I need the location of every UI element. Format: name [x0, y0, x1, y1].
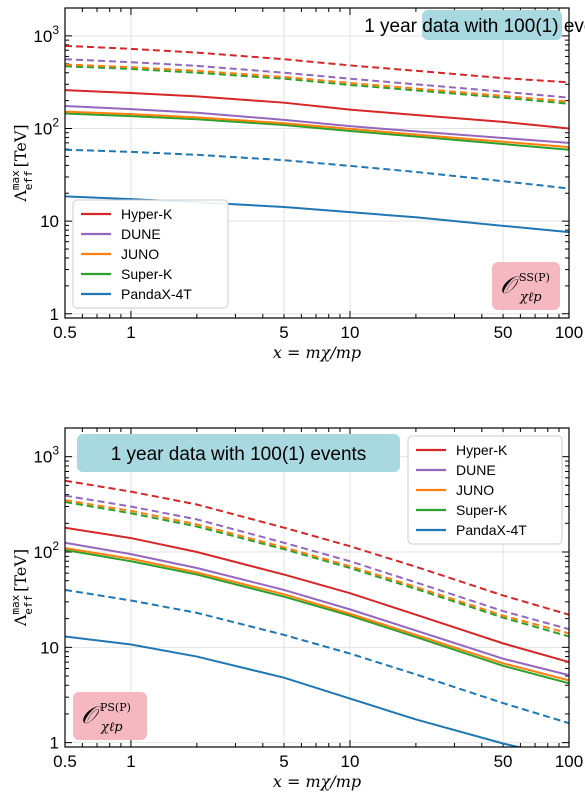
x-tick-label: 5	[279, 323, 288, 342]
x-axis-label: x = mχ/mp	[273, 343, 361, 362]
y-tick-label: 102	[33, 539, 59, 562]
series-line-juno-solid	[65, 110, 569, 149]
legend-label-hyper-k: Hyper-K	[456, 442, 508, 458]
operator-badge	[492, 262, 560, 310]
x-axis-label: x = mχ/mp	[273, 772, 361, 791]
x-tick-label: 1	[126, 752, 135, 771]
legend-label-juno: JUNO	[121, 246, 159, 262]
series-line-hyper-k-solid	[65, 89, 569, 130]
series-line-juno-dashed	[65, 63, 569, 103]
series-line-super-k-solid	[65, 549, 569, 685]
legend-label-pandax-4t: PandaX-4T	[121, 286, 192, 302]
x-tick-label: 5	[279, 752, 288, 771]
y-tick-label: 102	[33, 116, 59, 139]
legend: Hyper-K DUNE JUNO Super-K PandaX-4T	[72, 199, 229, 309]
legend-label-dune: DUNE	[456, 462, 496, 478]
legend-box	[407, 435, 563, 545]
series-line-super-k-dashed	[65, 65, 569, 105]
legend-label-pandax-4t: PandaX-4T	[456, 522, 527, 538]
series-lines	[65, 44, 569, 234]
series-line-hyper-k-solid	[65, 526, 569, 664]
y-tick-label: 10	[40, 638, 59, 657]
series-line-super-k-solid	[65, 112, 569, 151]
series-line-hyper-k-dashed	[65, 44, 569, 84]
x-tick-label: 0.5	[53, 323, 77, 342]
legend: Hyper-K DUNE JUNO Super-K PandaX-4T	[407, 435, 563, 545]
series-line-dune-dashed	[65, 494, 569, 631]
legend-label-dune: DUNE	[121, 226, 161, 242]
banner-box	[77, 434, 400, 472]
x-tick-label: 50	[494, 752, 513, 771]
x-tick-label: 100	[555, 752, 583, 771]
legend-label-super-k: Super-K	[456, 502, 508, 518]
x-tick-label: 10	[341, 323, 360, 342]
series-line-pandax-4t-dashed	[65, 148, 569, 190]
legend-box	[72, 199, 229, 309]
y-tick-label: 1	[50, 734, 59, 753]
x-tick-label: 50	[494, 323, 513, 342]
banner-text: 1 year data with 100(1) events	[111, 444, 367, 465]
x-tick-label: 10	[341, 752, 360, 771]
plot-frame	[64, 427, 570, 748]
series-line-hyper-k-dashed	[65, 479, 569, 616]
y-axis-label: Λmaxeff[TeV]	[9, 549, 35, 627]
series-line-dune-solid	[65, 541, 569, 677]
legend-label-juno: JUNO	[456, 482, 494, 498]
plot-frame	[64, 7, 570, 319]
x-tick-label: 0.5	[53, 752, 77, 771]
series-lines	[65, 479, 569, 747]
series-line-super-k-dashed	[65, 500, 569, 638]
legend-label-super-k: Super-K	[121, 266, 173, 282]
series-line-dune-solid	[65, 105, 569, 144]
operator-superscript: SS(P)	[519, 271, 550, 284]
y-tick-label: 103	[33, 444, 59, 467]
series-line-dune-dashed	[65, 58, 569, 99]
operator-subscript: χℓp	[519, 290, 542, 305]
operator-subscript: χℓp	[100, 720, 123, 735]
y-axis-label: Λmaxeff[TeV]	[9, 124, 35, 202]
y-tick-label: 10	[40, 212, 59, 231]
operator-superscript: PS(P)	[100, 701, 131, 714]
x-tick-label: 100	[555, 323, 583, 342]
x-tick-label: 1	[126, 323, 135, 342]
operator-badge	[73, 692, 147, 740]
banner-box	[422, 10, 562, 40]
y-tick-label: 103	[33, 23, 59, 46]
series-line-juno-dashed	[65, 499, 569, 635]
series-line-juno-solid	[65, 547, 569, 682]
ticks	[65, 428, 569, 747]
y-tick-label: 1	[50, 305, 59, 324]
banner-text: 1 year data with 100(1) events	[364, 16, 585, 37]
series-line-pandax-4t-solid	[65, 635, 523, 747]
legend-label-hyper-k: Hyper-K	[121, 206, 173, 222]
series-line-pandax-4t-dashed	[65, 588, 569, 725]
